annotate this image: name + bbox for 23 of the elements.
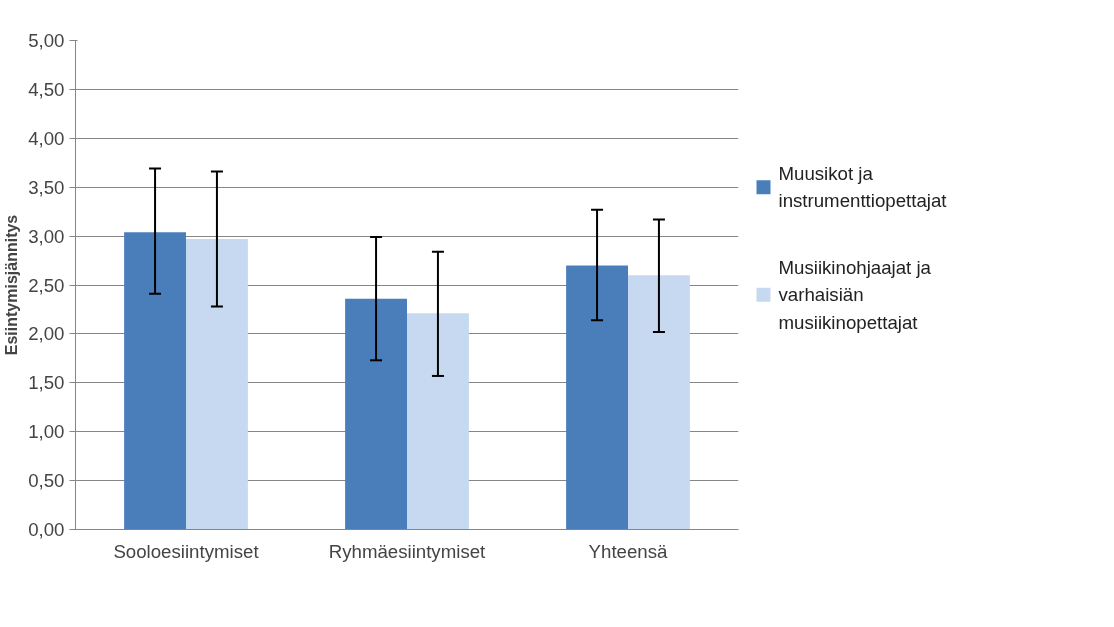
y-tick-label: 1,50 [28, 372, 65, 394]
legend-label: Muusikot ja instrumenttiopettajat [778, 163, 948, 212]
bar [186, 239, 248, 530]
bar [566, 265, 628, 530]
y-tick-label: 1,00 [28, 421, 65, 443]
y-tick-label: 5,00 [28, 30, 65, 51]
y-tick-label: 0,00 [28, 519, 65, 540]
x-tick-label: Yhteensä [588, 540, 669, 562]
bar [345, 298, 407, 530]
y-tick-label: 4,00 [28, 127, 65, 149]
y-axis-title: Esiintymisjännitys [3, 214, 21, 356]
y-tick-label: 3,50 [28, 176, 65, 198]
x-tick-label: Sooloesiintymiset [113, 540, 260, 562]
y-tick-label: 4,50 [28, 78, 65, 100]
bar [407, 313, 469, 530]
y-tick-label: 3,00 [28, 225, 65, 247]
y-tick-label: 2,00 [28, 323, 65, 345]
bar [124, 232, 186, 530]
y-tick-label: 2,50 [28, 274, 65, 296]
x-tick-label: Ryhmäesiintymiset [328, 540, 487, 562]
legend-label: Musiikinohjaajat ja varhaisiän musiikinopettajat [778, 256, 932, 333]
y-tick-label: 0,50 [28, 470, 65, 492]
bar [628, 275, 690, 530]
